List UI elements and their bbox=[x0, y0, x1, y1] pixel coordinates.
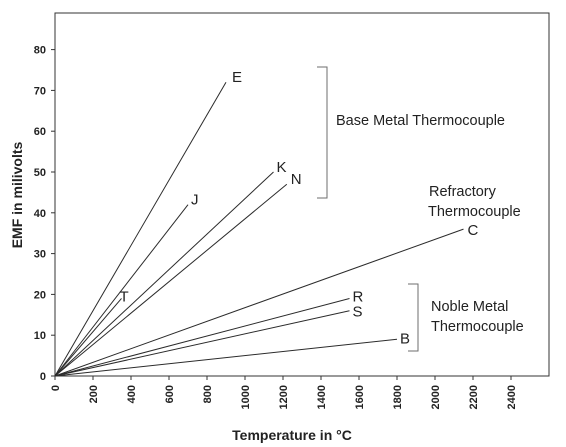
series-label-r: R bbox=[353, 288, 364, 305]
x-tick-label: 2000 bbox=[430, 385, 442, 409]
series-line-e bbox=[54, 81, 227, 377]
y-tick-label: 40 bbox=[34, 208, 46, 220]
plot-frame bbox=[54, 12, 550, 377]
x-tick-label: 1600 bbox=[354, 385, 366, 409]
series-line-j bbox=[54, 204, 189, 377]
x-tick-label: 600 bbox=[164, 385, 176, 403]
x-tick-label: 1400 bbox=[316, 385, 328, 409]
x-tick-label: 2400 bbox=[506, 385, 518, 409]
base-metal-bracket bbox=[317, 66, 328, 199]
series-label-n: N bbox=[291, 171, 302, 188]
x-tick-label: 200 bbox=[88, 385, 100, 403]
series-label-k: K bbox=[277, 159, 287, 176]
refractory-label-line1: Refractory bbox=[429, 184, 497, 200]
x-tick-label: 400 bbox=[126, 385, 138, 403]
y-tick-label: 10 bbox=[34, 330, 46, 342]
x-tick-label: 1200 bbox=[278, 385, 290, 409]
x-axis-title: Temperature in °C bbox=[232, 427, 352, 443]
x-tick-label: 800 bbox=[202, 385, 214, 403]
series-label-j: J bbox=[191, 192, 199, 209]
y-axis-ticks: 0 10 20 30 40 50 60 70 80 bbox=[34, 45, 55, 383]
series-line-b bbox=[54, 338, 398, 377]
series-line-k bbox=[54, 171, 274, 377]
series-labels: E J T KN C RS B bbox=[120, 69, 479, 347]
refractory-label-line2: Thermocouple bbox=[428, 204, 521, 220]
x-tick-label: 0 bbox=[50, 385, 62, 391]
y-tick-label: 60 bbox=[34, 126, 46, 138]
noble-metal-label-line2: Thermocouple bbox=[431, 319, 524, 335]
x-tick-label: 1000 bbox=[240, 385, 252, 409]
series-line-c bbox=[54, 228, 464, 377]
y-tick-label: 70 bbox=[34, 85, 46, 97]
y-tick-label: 0 bbox=[40, 371, 46, 383]
series-label-s: S bbox=[353, 304, 363, 321]
series-line-s bbox=[54, 310, 350, 377]
series-line-t bbox=[54, 298, 122, 377]
series-label-t: T bbox=[120, 288, 129, 305]
y-tick-label: 20 bbox=[34, 289, 46, 301]
y-tick-label: 30 bbox=[34, 249, 46, 261]
x-axis-ticks: 0 200 400 600 800 1000 1200 1400 1600 1800 2000 220… bbox=[50, 376, 518, 409]
series-line-r bbox=[54, 297, 350, 377]
series-lines bbox=[54, 81, 464, 377]
y-tick-label: 50 bbox=[34, 167, 46, 179]
series-line-n bbox=[54, 183, 288, 377]
x-tick-label: 1800 bbox=[392, 385, 404, 409]
series-label-e: E bbox=[232, 69, 242, 86]
x-tick-label: 2200 bbox=[468, 385, 480, 409]
noble-metal-label-line1: Noble Metal bbox=[431, 299, 508, 315]
base-metal-label: Base Metal Thermocouple bbox=[336, 113, 505, 129]
noble-metal-bracket bbox=[408, 283, 419, 352]
y-tick-label: 80 bbox=[34, 45, 46, 57]
y-axis-title: EMF in milivolts bbox=[9, 142, 25, 249]
series-label-b: B bbox=[400, 330, 410, 347]
series-label-c: C bbox=[468, 222, 479, 239]
